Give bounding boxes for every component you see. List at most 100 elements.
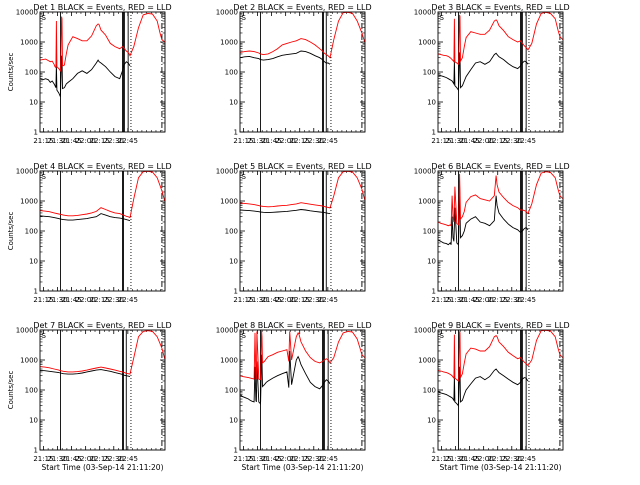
plot-frame bbox=[239, 329, 366, 451]
y-tick-label: 1000 bbox=[20, 198, 38, 206]
series-line-lld bbox=[239, 170, 366, 209]
detector-panel-2: Det 2 BLACK = Events, RED = LLD 1 10 100 100… bbox=[216, 3, 372, 145]
x-tick-label: 22:45 bbox=[318, 137, 338, 145]
x-tick-label: 21:30 bbox=[445, 455, 465, 463]
x-tick-label: 21:30 bbox=[247, 455, 267, 463]
x-axis-label: Start Time (03-Sep-14 21:11:20) bbox=[42, 463, 164, 472]
series-line-lld bbox=[39, 12, 165, 73]
corner-label: S bbox=[242, 332, 247, 340]
x-axis-label: Start Time (03-Sep-14 21:11:20) bbox=[242, 463, 364, 472]
series-line-events bbox=[437, 366, 529, 407]
x-tick-label: 22:15 bbox=[90, 455, 110, 463]
series-line-events bbox=[437, 52, 529, 92]
detector-panel-9: Det 9 BLACK = Events, RED = LLD 1 10 100 100… bbox=[414, 321, 570, 472]
y-tick-label: 10 bbox=[427, 258, 436, 266]
y-tick-label: 10 bbox=[427, 417, 436, 425]
x-tick-label: 21:15 bbox=[233, 137, 253, 145]
y-axis-label: Counts/sec bbox=[7, 53, 15, 92]
x-tick-label: 21:15 bbox=[431, 455, 451, 463]
y-tick-label: 1 bbox=[34, 447, 38, 455]
panel-title: Det 7 BLACK = Events, RED = LLD bbox=[33, 321, 171, 330]
x-tick-label: 22:30 bbox=[104, 137, 124, 145]
y-tick-label: 10000 bbox=[16, 327, 38, 335]
y-tick-label: 100 bbox=[225, 387, 238, 395]
x-tick-label: 22:45 bbox=[516, 455, 536, 463]
y-tick-label: 10000 bbox=[414, 9, 436, 17]
panel-title: Det 5 BLACK = Events, RED = LLD bbox=[233, 162, 371, 171]
x-tick-label: 22:00 bbox=[474, 455, 494, 463]
x-tick-label: 21:30 bbox=[247, 296, 267, 304]
y-tick-label: 100 bbox=[25, 228, 38, 236]
x-tick-label: 21:15 bbox=[233, 455, 253, 463]
x-tick-label: 21:30 bbox=[247, 137, 267, 145]
detector-panel-1: Det 1 BLACK = Events, RED = LLD 1 10 100 100… bbox=[7, 3, 172, 145]
series-line-lld bbox=[437, 171, 564, 227]
y-axis-label: Counts/sec bbox=[7, 212, 15, 251]
detector-panel-6: Det 6 BLACK = Events, RED = LLD 1 10 100 100… bbox=[414, 162, 570, 304]
x-tick-label: 22:30 bbox=[304, 455, 324, 463]
y-tick-label: 10000 bbox=[216, 168, 238, 176]
series-line-events bbox=[39, 369, 131, 378]
plot-frame bbox=[239, 11, 366, 133]
detector-panel-3: Det 3 BLACK = Events, RED = LLD 1 10 100 100… bbox=[414, 3, 570, 145]
series-line-lld bbox=[437, 11, 564, 66]
series-line-events bbox=[239, 50, 331, 65]
y-tick-label: 10000 bbox=[216, 9, 238, 17]
y-tick-label: 10 bbox=[229, 258, 238, 266]
x-tick-label: 22:30 bbox=[104, 296, 124, 304]
corner-label: S bbox=[242, 14, 247, 22]
y-tick-label: 1 bbox=[432, 288, 436, 296]
y-tick-label: 10000 bbox=[216, 327, 238, 335]
y-tick-label: 10 bbox=[427, 99, 436, 107]
x-tick-label: 22:00 bbox=[276, 296, 296, 304]
plot-frame bbox=[39, 11, 166, 133]
x-tick-label: 22:30 bbox=[304, 137, 324, 145]
x-tick-label: 21:30 bbox=[47, 296, 67, 304]
x-axis-label: Start Time (03-Sep-14 21:11:20) bbox=[440, 463, 562, 472]
x-tick-label: 22:15 bbox=[290, 137, 310, 145]
x-tick-label: 21:45 bbox=[61, 296, 81, 304]
plot-frame bbox=[39, 329, 166, 451]
y-tick-label: 10000 bbox=[414, 327, 436, 335]
x-tick-label: 22:00 bbox=[76, 137, 96, 145]
x-tick-label: 22:45 bbox=[118, 296, 138, 304]
panel-title: Det 4 BLACK = Events, RED = LLD bbox=[33, 162, 171, 171]
y-tick-label: 100 bbox=[225, 228, 238, 236]
x-tick-label: 22:15 bbox=[488, 137, 508, 145]
y-tick-label: 1 bbox=[432, 447, 436, 455]
x-tick-label: 21:15 bbox=[431, 137, 451, 145]
x-tick-label: 22:00 bbox=[276, 137, 296, 145]
detector-panel-5: Det 5 BLACK = Events, RED = LLD 1 10 100 100… bbox=[216, 162, 372, 304]
x-tick-label: 22:00 bbox=[276, 455, 296, 463]
detector-panel-7: Det 7 BLACK = Events, RED = LLD 1 10 100 100… bbox=[7, 321, 172, 472]
y-tick-label: 1000 bbox=[220, 39, 238, 47]
corner-label: S bbox=[42, 14, 47, 22]
x-tick-label: 22:45 bbox=[516, 137, 536, 145]
y-tick-label: 1000 bbox=[20, 357, 38, 365]
plot-frame bbox=[39, 170, 166, 292]
series-line-lld bbox=[39, 170, 166, 219]
x-tick-label: 22:00 bbox=[76, 455, 96, 463]
series-line-lld bbox=[239, 330, 366, 381]
y-tick-label: 1 bbox=[234, 447, 238, 455]
series-line-events bbox=[437, 186, 529, 246]
panel-title: Det 6 BLACK = Events, RED = LLD bbox=[431, 162, 569, 171]
y-tick-label: 10 bbox=[229, 99, 238, 107]
x-tick-label: 21:45 bbox=[459, 455, 479, 463]
y-tick-label: 10 bbox=[229, 417, 238, 425]
y-tick-label: 1000 bbox=[220, 357, 238, 365]
x-tick-label: 21:15 bbox=[33, 455, 53, 463]
x-tick-label: 21:15 bbox=[33, 137, 53, 145]
x-tick-label: 21:30 bbox=[445, 296, 465, 304]
y-tick-label: 1 bbox=[234, 129, 238, 137]
y-tick-label: 1 bbox=[34, 129, 38, 137]
x-tick-label: 21:45 bbox=[261, 137, 281, 145]
corner-label: S bbox=[440, 332, 445, 340]
y-tick-label: 1000 bbox=[418, 198, 436, 206]
y-tick-label: 100 bbox=[423, 69, 436, 77]
corner-label: S bbox=[42, 173, 47, 181]
detector-panel-8: Det 8 BLACK = Events, RED = LLD 1 10 100 100… bbox=[216, 321, 372, 472]
x-tick-label: 22:00 bbox=[474, 296, 494, 304]
series-line-events bbox=[39, 213, 131, 222]
